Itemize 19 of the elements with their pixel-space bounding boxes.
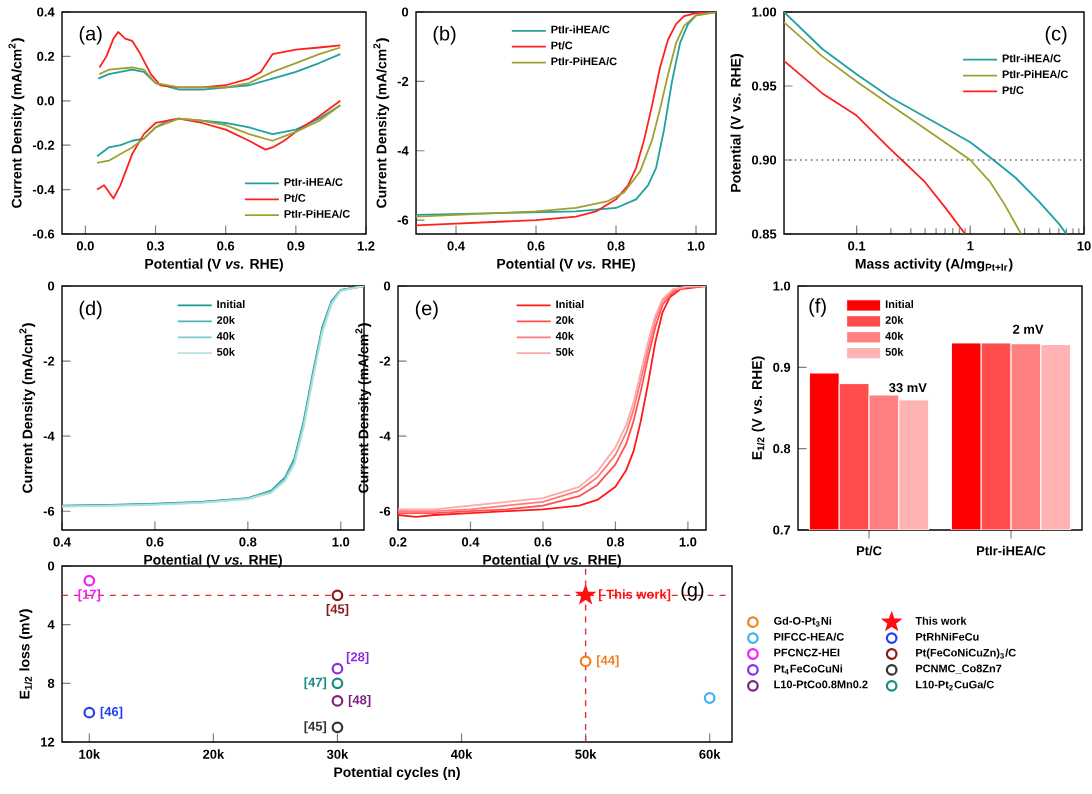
point (331, 721, 344, 734)
point (331, 662, 344, 675)
annotation: (c) (1045, 25, 1067, 45)
annotation: (g) (681, 582, 704, 601)
point (579, 655, 592, 668)
point (331, 677, 344, 690)
point (83, 574, 96, 587)
annotation: (b) (433, 25, 456, 45)
annotation: (a) (79, 25, 102, 45)
point (83, 706, 96, 719)
annotation: (e) (415, 300, 438, 320)
point (331, 695, 344, 707)
annotation: (d) (79, 300, 102, 320)
line-series (98, 46, 342, 89)
line-series (96, 99, 342, 200)
point (703, 692, 716, 704)
annotation: (f) (809, 298, 826, 317)
point (576, 586, 595, 604)
point (331, 589, 344, 602)
